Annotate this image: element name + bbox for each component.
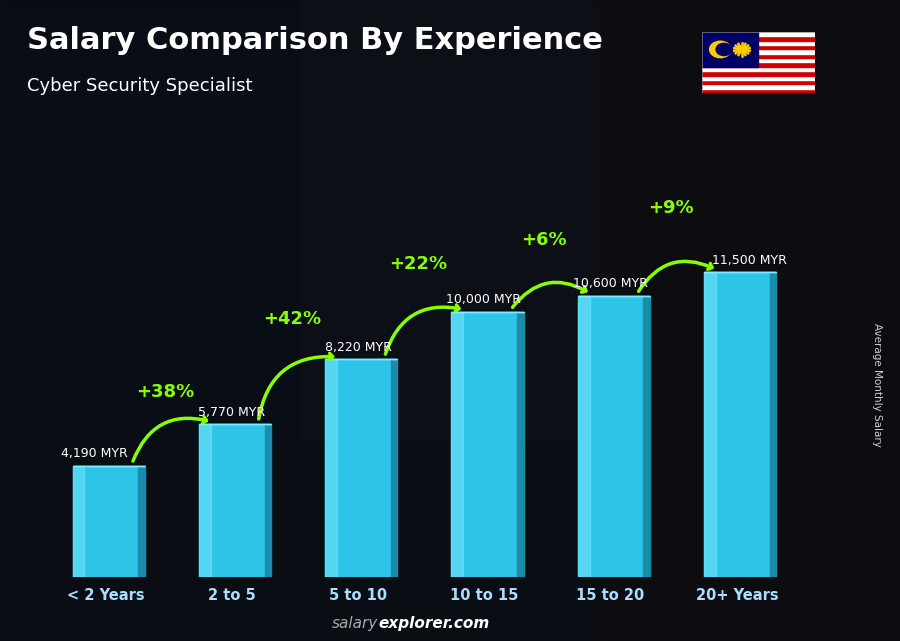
Text: Average Monthly Salary: Average Monthly Salary: [872, 322, 883, 447]
Circle shape: [716, 44, 732, 56]
Polygon shape: [199, 424, 211, 577]
Bar: [702, 49, 814, 54]
Polygon shape: [452, 312, 518, 577]
Polygon shape: [578, 296, 590, 577]
Text: +22%: +22%: [389, 255, 447, 273]
Text: 4,190 MYR: 4,190 MYR: [61, 447, 128, 460]
Polygon shape: [325, 359, 337, 577]
FancyArrowPatch shape: [512, 282, 586, 307]
Text: salary: salary: [332, 617, 378, 631]
Text: +9%: +9%: [648, 199, 693, 217]
Polygon shape: [73, 466, 85, 577]
Polygon shape: [265, 424, 271, 577]
Polygon shape: [770, 272, 777, 577]
Polygon shape: [139, 466, 145, 577]
Bar: [300, 0, 600, 441]
Bar: [0, 0, 300, 441]
Bar: [702, 71, 814, 76]
Polygon shape: [704, 272, 770, 577]
Text: 8,220 MYR: 8,220 MYR: [325, 340, 392, 354]
Polygon shape: [704, 272, 716, 577]
Bar: [702, 54, 814, 58]
Bar: [702, 32, 758, 67]
Polygon shape: [73, 466, 139, 577]
Polygon shape: [391, 359, 398, 577]
Bar: [702, 41, 814, 45]
Bar: [702, 63, 814, 67]
Text: +42%: +42%: [263, 310, 320, 328]
Text: 11,500 MYR: 11,500 MYR: [712, 254, 787, 267]
Text: 5,770 MYR: 5,770 MYR: [198, 406, 266, 419]
FancyArrowPatch shape: [258, 353, 333, 419]
Text: Cyber Security Specialist: Cyber Security Specialist: [27, 77, 253, 95]
Bar: [702, 76, 814, 80]
Polygon shape: [325, 359, 391, 577]
Polygon shape: [452, 312, 464, 577]
FancyArrowPatch shape: [133, 417, 206, 461]
Bar: [702, 80, 814, 84]
Text: +6%: +6%: [521, 231, 567, 249]
Text: +38%: +38%: [136, 383, 194, 401]
Bar: [702, 88, 814, 93]
Bar: [702, 67, 814, 71]
Circle shape: [709, 41, 731, 58]
Polygon shape: [644, 296, 650, 577]
Text: explorer.com: explorer.com: [378, 617, 490, 631]
Text: Salary Comparison By Experience: Salary Comparison By Experience: [27, 26, 603, 54]
Bar: [702, 32, 814, 37]
Bar: [702, 45, 814, 49]
Polygon shape: [518, 312, 524, 577]
Text: 10,600 MYR: 10,600 MYR: [572, 278, 648, 290]
Text: 10,000 MYR: 10,000 MYR: [446, 294, 521, 306]
Bar: [702, 84, 814, 88]
Bar: [702, 37, 814, 41]
FancyArrowPatch shape: [385, 305, 459, 354]
Bar: [702, 58, 814, 63]
FancyArrowPatch shape: [639, 262, 712, 291]
Polygon shape: [199, 424, 265, 577]
Bar: [600, 0, 900, 641]
Polygon shape: [578, 296, 644, 577]
